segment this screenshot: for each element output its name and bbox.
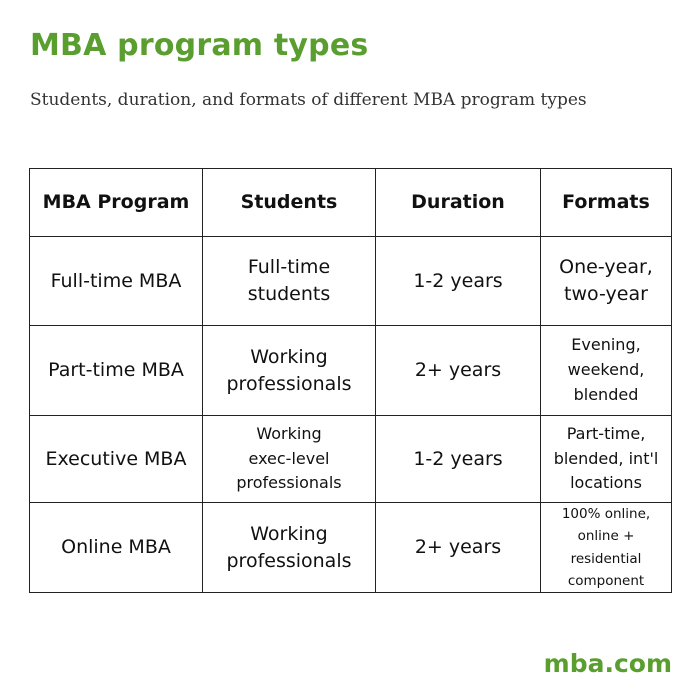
students-cell: Working professionals [202, 325, 376, 416]
program-cell: Full-time MBA [29, 236, 203, 326]
duration-cell: 2+ years [375, 501, 541, 594]
brand-logo-text: mba.com [543, 649, 672, 678]
duration-cell: 2+ years [375, 325, 541, 416]
column-header-duration: Duration [375, 168, 541, 237]
formats-cell: 100% online, online + residential compon… [540, 501, 672, 594]
program-cell: Part-time MBA [29, 325, 203, 416]
column-header-formats: Formats [540, 168, 672, 237]
formats-cell: Part-time, blended, int'l locations [540, 415, 672, 503]
program-cell: Executive MBA [29, 415, 203, 503]
table-row: Part-time MBA Working professionals 2+ y… [29, 325, 672, 416]
duration-cell: 1-2 years [375, 415, 541, 503]
program-cell: Online MBA [29, 501, 203, 594]
column-header-students: Students [202, 168, 376, 237]
column-header-program: MBA Program [29, 168, 203, 237]
formats-cell: Evening, weekend, blended [540, 325, 672, 416]
table-row: Full-time MBA Full-time students 1-2 yea… [29, 236, 672, 326]
mba-program-table: MBA Program Students Duration Formats Fu… [29, 168, 672, 594]
students-cell: Working professionals [202, 501, 376, 594]
table-header-row: MBA Program Students Duration Formats [29, 168, 672, 237]
students-cell: Working exec-level professionals [202, 415, 376, 503]
table-row: Executive MBA Working exec-level profess… [29, 415, 672, 503]
formats-cell: One-year, two-year [540, 236, 672, 326]
page-subtitle: Students, duration, and formats of diffe… [30, 90, 587, 110]
duration-cell: 1-2 years [375, 236, 541, 326]
table-row: Online MBA Working professionals 2+ year… [29, 501, 672, 594]
students-cell: Full-time students [202, 236, 376, 326]
page-title: MBA program types [30, 28, 369, 63]
